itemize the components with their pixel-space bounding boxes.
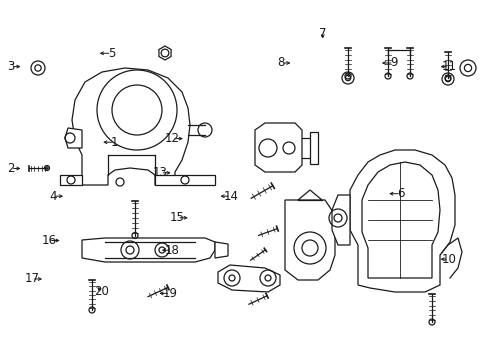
Text: 19: 19 bbox=[163, 287, 177, 300]
Text: 7: 7 bbox=[318, 27, 326, 40]
Text: 8: 8 bbox=[277, 57, 285, 69]
Polygon shape bbox=[297, 190, 321, 200]
Polygon shape bbox=[349, 150, 454, 292]
Text: 18: 18 bbox=[164, 244, 179, 257]
Polygon shape bbox=[309, 132, 317, 164]
Polygon shape bbox=[218, 265, 280, 292]
Text: 20: 20 bbox=[94, 285, 109, 298]
Text: 15: 15 bbox=[169, 211, 184, 224]
Text: 3: 3 bbox=[7, 60, 15, 73]
Text: 1: 1 bbox=[111, 136, 119, 149]
Text: 11: 11 bbox=[441, 60, 455, 73]
Polygon shape bbox=[254, 123, 302, 172]
Polygon shape bbox=[361, 162, 439, 278]
Polygon shape bbox=[72, 68, 190, 185]
Text: 2: 2 bbox=[7, 162, 15, 175]
Text: 5: 5 bbox=[107, 47, 115, 60]
Text: 17: 17 bbox=[24, 273, 39, 285]
Polygon shape bbox=[65, 128, 82, 148]
Text: 12: 12 bbox=[164, 132, 179, 145]
Polygon shape bbox=[155, 175, 215, 185]
Text: 10: 10 bbox=[441, 253, 455, 266]
Polygon shape bbox=[331, 195, 349, 245]
Polygon shape bbox=[285, 200, 334, 280]
Text: 13: 13 bbox=[153, 166, 167, 179]
Text: 4: 4 bbox=[49, 190, 57, 203]
Polygon shape bbox=[60, 175, 82, 185]
Polygon shape bbox=[215, 242, 227, 258]
Text: 9: 9 bbox=[389, 57, 397, 69]
Polygon shape bbox=[82, 238, 215, 262]
Text: 6: 6 bbox=[396, 187, 404, 200]
Text: 14: 14 bbox=[223, 190, 238, 203]
Text: 16: 16 bbox=[41, 234, 56, 247]
